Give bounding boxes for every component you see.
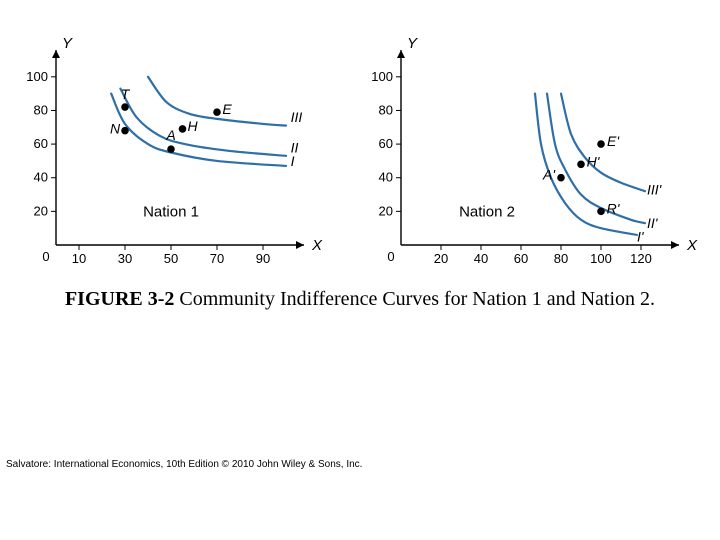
svg-text:60: 60 — [378, 136, 392, 151]
charts-row: 1030507090204060801000XYIIIIIITENHANatio… — [0, 0, 720, 280]
svg-text:0: 0 — [387, 249, 394, 264]
svg-text:120: 120 — [630, 251, 652, 266]
svg-text:Y: Y — [62, 35, 73, 52]
svg-text:80: 80 — [33, 102, 47, 117]
svg-text:I': I' — [637, 229, 645, 245]
svg-text:X: X — [311, 237, 323, 254]
svg-text:60: 60 — [33, 136, 47, 151]
svg-text:40: 40 — [33, 170, 47, 185]
chart-nation-1: 1030507090204060801000XYIIIIIITENHANatio… — [8, 30, 338, 280]
svg-text:30: 30 — [117, 251, 131, 266]
svg-text:20: 20 — [33, 203, 47, 218]
svg-text:N: N — [109, 121, 120, 137]
svg-text:80: 80 — [378, 102, 392, 117]
svg-text:90: 90 — [255, 251, 269, 266]
chart-nation-2: 20 40 60 80 100 120 20 40 60 80 100 0 X Y I'II' III' E' H… — [353, 30, 713, 280]
svg-text:40: 40 — [378, 170, 392, 185]
svg-text:E': E' — [606, 133, 619, 149]
svg-text:X: X — [686, 237, 698, 254]
svg-text:Nation 1: Nation 1 — [143, 203, 199, 220]
attribution-text: Salvatore: International Economics, 10th… — [6, 459, 362, 470]
svg-text:20: 20 — [378, 203, 392, 218]
svg-text:100: 100 — [371, 69, 393, 84]
svg-text:II: II — [290, 140, 298, 156]
figure-caption: FIGURE 3-2 Community Indifference Curves… — [0, 288, 720, 311]
svg-text:A: A — [165, 127, 175, 143]
caption-bold: FIGURE 3-2 — [65, 288, 174, 310]
svg-text:H': H' — [586, 153, 600, 169]
svg-text:H: H — [187, 118, 198, 134]
svg-text:100: 100 — [590, 251, 612, 266]
svg-text:50: 50 — [163, 251, 177, 266]
svg-text:80: 80 — [553, 251, 567, 266]
svg-text:III': III' — [647, 182, 663, 198]
svg-text:Nation 2: Nation 2 — [459, 203, 515, 220]
svg-text:III: III — [290, 109, 302, 125]
svg-text:60: 60 — [513, 251, 527, 266]
caption-rest: Community Indifference Curves for Nation… — [174, 288, 655, 310]
svg-text:R': R' — [606, 200, 620, 216]
svg-text:10: 10 — [71, 251, 85, 266]
svg-text:20: 20 — [433, 251, 447, 266]
svg-text:100: 100 — [26, 69, 48, 84]
svg-text:40: 40 — [473, 251, 487, 266]
svg-text:Y: Y — [407, 35, 418, 52]
svg-text:II': II' — [647, 215, 659, 231]
svg-text:E: E — [222, 101, 232, 117]
svg-text:70: 70 — [209, 251, 223, 266]
svg-text:A': A' — [541, 167, 555, 183]
svg-text:0: 0 — [42, 249, 49, 264]
svg-text:T: T — [120, 86, 130, 102]
